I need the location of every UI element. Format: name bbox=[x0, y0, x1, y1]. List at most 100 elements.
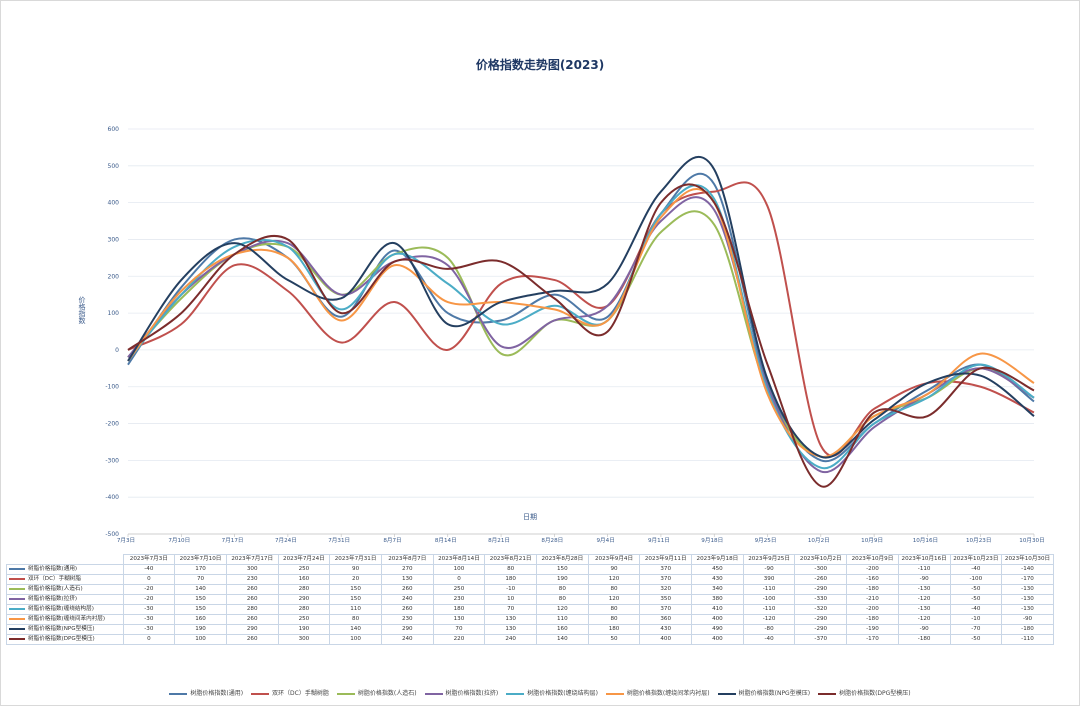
legend-label: 树脂价格指数(人造石) bbox=[357, 690, 417, 697]
table-cell-value: -10 bbox=[484, 584, 537, 595]
table-cell-value: -190 bbox=[846, 624, 899, 635]
table-cell-value: -290 bbox=[794, 584, 848, 595]
legend-item: 树脂价格指数(NPG型模压) bbox=[717, 688, 810, 697]
table-cell-value: 410 bbox=[691, 604, 744, 615]
legend-label: 树脂价格指数(DPG型模压) bbox=[839, 690, 911, 697]
legend-swatch bbox=[605, 692, 624, 695]
x-axis-label: 日期 bbox=[523, 513, 537, 521]
table-cell-value: 400 bbox=[691, 634, 744, 645]
legend-label: 树脂价格指数(缠绕间苯内衬层) bbox=[626, 690, 710, 697]
table-cell-value: 370 bbox=[639, 564, 693, 575]
table-cell-value: 280 bbox=[277, 604, 331, 615]
series-line bbox=[127, 183, 1035, 488]
table-cell-value: 80 bbox=[587, 584, 641, 595]
table-cell-value: 90 bbox=[587, 564, 641, 575]
table-cell-value: -90 bbox=[897, 574, 951, 585]
y-tick-label: 300 bbox=[108, 236, 120, 243]
legend-swatch bbox=[336, 692, 355, 695]
table-cell-value: -40 bbox=[949, 604, 1003, 615]
table-cell-value: 260 bbox=[225, 594, 279, 605]
table-cell-value: -330 bbox=[794, 594, 848, 605]
legend-label: 双环（DC）手糊树脂 bbox=[272, 690, 329, 697]
table-row: 树脂价格指数(人造石) -20 140 260 280 150 260 250 -10 80 80 3… bbox=[6, 584, 1054, 595]
table-cell-value: -290 bbox=[794, 614, 848, 625]
y-tick-label: -500 bbox=[105, 531, 119, 538]
table-row: 树脂价格指数(NPG型模压) -30 190 290 190 140 290 70 130 160… bbox=[6, 624, 1054, 635]
table-row-label: 双环（DC）手糊树脂 bbox=[6, 574, 124, 585]
table-cell-value: -30 bbox=[122, 604, 176, 615]
table-cell-value: -100 bbox=[742, 594, 796, 605]
table-cell-value: -200 bbox=[846, 564, 899, 575]
table-cell-value: 450 bbox=[691, 564, 744, 575]
table-header-date: 2023年10月30日 bbox=[1001, 554, 1054, 565]
table-cell-value: -40 bbox=[949, 564, 1003, 575]
series-line bbox=[127, 188, 1035, 458]
x-tick-label: 9月11日 bbox=[648, 537, 670, 544]
series-swatch bbox=[9, 597, 25, 600]
table-cell-value: -170 bbox=[1001, 574, 1054, 585]
table-cell-value: 110 bbox=[329, 604, 382, 615]
table-cell-value: 150 bbox=[536, 564, 589, 575]
table-cell-value: -180 bbox=[846, 584, 899, 595]
table-header-date: 2023年9月18日 bbox=[691, 554, 744, 565]
x-tick-label: 8月14日 bbox=[435, 537, 457, 544]
y-tick-label: -200 bbox=[105, 421, 119, 428]
table-cell-value: 230 bbox=[225, 574, 279, 585]
table-header-date: 2023年7月17日 bbox=[225, 554, 279, 565]
table-cell-value: 0 bbox=[432, 574, 486, 585]
table-header-date: 2023年9月25日 bbox=[742, 554, 796, 565]
table-cell-value: -180 bbox=[846, 614, 899, 625]
series-line bbox=[127, 184, 1035, 470]
gridlines bbox=[128, 128, 1034, 535]
table-cell-value: 130 bbox=[432, 614, 486, 625]
table-cell-value: 260 bbox=[380, 584, 434, 595]
table-cell-value: 340 bbox=[691, 584, 744, 595]
axis-ticks: 6005004003002001000-100-200-300-400-5007… bbox=[105, 126, 1044, 544]
x-tick-label: 7月17日 bbox=[222, 537, 244, 544]
series-name: 树脂价格指数(DPG型模压) bbox=[28, 636, 95, 642]
table-cell-value: -130 bbox=[1001, 604, 1054, 615]
table-row: 双环（DC）手糊树脂 0 70 230 160 20 130 0 180 190 120 370 430… bbox=[6, 574, 1054, 585]
table-cell-value: 150 bbox=[329, 594, 382, 605]
table-cell-value: 120 bbox=[587, 594, 641, 605]
table-cell-value: 80 bbox=[484, 564, 537, 575]
table-cell-value: -320 bbox=[794, 604, 848, 615]
table-cell-value: 280 bbox=[277, 584, 331, 595]
x-tick-label: 7月3日 bbox=[117, 537, 135, 544]
table-header-date: 2023年7月10日 bbox=[174, 554, 227, 565]
table-cell-value: 260 bbox=[225, 614, 279, 625]
y-tick-label: 0 bbox=[115, 347, 119, 354]
table-row-label: 树脂价格指数(缠绕间苯内衬层) bbox=[6, 614, 124, 625]
y-tick-label: 200 bbox=[108, 273, 120, 280]
table-cell-value: 180 bbox=[484, 574, 537, 585]
table-row-label: 树脂价格指数(缠绕结构层) bbox=[6, 604, 124, 615]
table-cell-value: -180 bbox=[1001, 624, 1054, 635]
table-cell-value: 150 bbox=[174, 604, 227, 615]
x-tick-label: 10月2日 bbox=[808, 537, 830, 544]
table-cell-value: -370 bbox=[794, 634, 848, 645]
table-cell-value: -30 bbox=[122, 614, 176, 625]
legend-swatch bbox=[506, 692, 525, 695]
table-header-date: 2023年7月3日 bbox=[122, 554, 176, 565]
table-header-date: 2023年7月31日 bbox=[329, 554, 382, 565]
y-axis-label: 价格指数 bbox=[78, 296, 86, 324]
table-cell-value: -180 bbox=[897, 634, 951, 645]
table-cell-value: 260 bbox=[225, 584, 279, 595]
table-cell-value: 140 bbox=[174, 584, 227, 595]
table-cell-value: 360 bbox=[639, 614, 693, 625]
table-cell-value: -40 bbox=[122, 564, 176, 575]
table-row-label: 树脂价格指数(DPG型模压) bbox=[6, 634, 124, 645]
series-line bbox=[127, 210, 1035, 458]
y-tick-label: -400 bbox=[105, 494, 119, 501]
table-cell-value: -30 bbox=[122, 624, 176, 635]
table-cell-value: 130 bbox=[484, 614, 537, 625]
table-cell-value: -70 bbox=[949, 624, 1003, 635]
table-cell-value: 230 bbox=[380, 614, 434, 625]
table-cell-value: 90 bbox=[329, 564, 382, 575]
table-cell-value: -110 bbox=[897, 564, 951, 575]
table-cell-value: -200 bbox=[846, 604, 899, 615]
table-cell-value: 150 bbox=[174, 594, 227, 605]
x-tick-label: 9月4日 bbox=[596, 537, 614, 544]
x-tick-label: 9月25日 bbox=[755, 537, 777, 544]
legend-swatch bbox=[251, 692, 270, 695]
